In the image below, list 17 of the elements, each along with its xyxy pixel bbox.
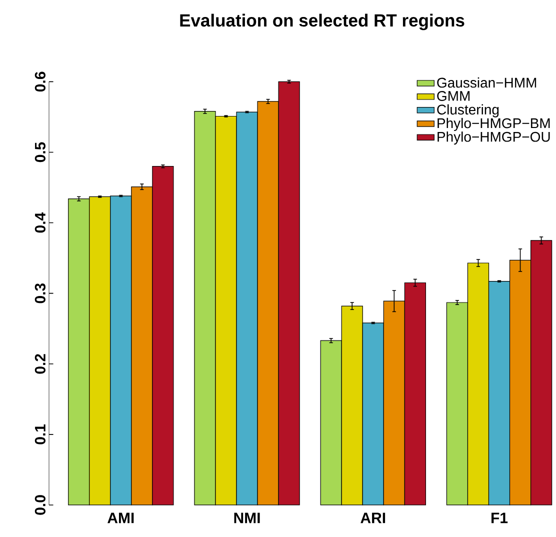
legend-label: GMM — [437, 91, 470, 101]
y-tick-label: 0.1 — [34, 424, 46, 444]
x-tick-label: F1 — [492, 512, 508, 524]
y-tick-label: 0.6 — [34, 72, 46, 92]
legend-label: Phylo−HMGP−BM — [438, 118, 550, 131]
legend-label: Gaussian−HMM — [437, 77, 536, 88]
y-tick-label: 0.3 — [34, 283, 46, 304]
chart-title: Evaluation on selected RT regions — [180, 14, 464, 30]
legend-label: Phylo−HMGP−OU — [438, 132, 550, 145]
y-tick-label: 0.4 — [34, 212, 46, 233]
y-tick-label: 0.2 — [34, 354, 46, 374]
x-tick-label: ARI — [360, 512, 386, 524]
x-tick-label: AMI — [108, 512, 134, 524]
x-tick-label: NMI — [234, 512, 260, 524]
legend-label: Clustering — [437, 104, 499, 118]
y-tick-label: 0.0 — [34, 495, 46, 515]
y-tick-label: 0.5 — [34, 142, 46, 162]
